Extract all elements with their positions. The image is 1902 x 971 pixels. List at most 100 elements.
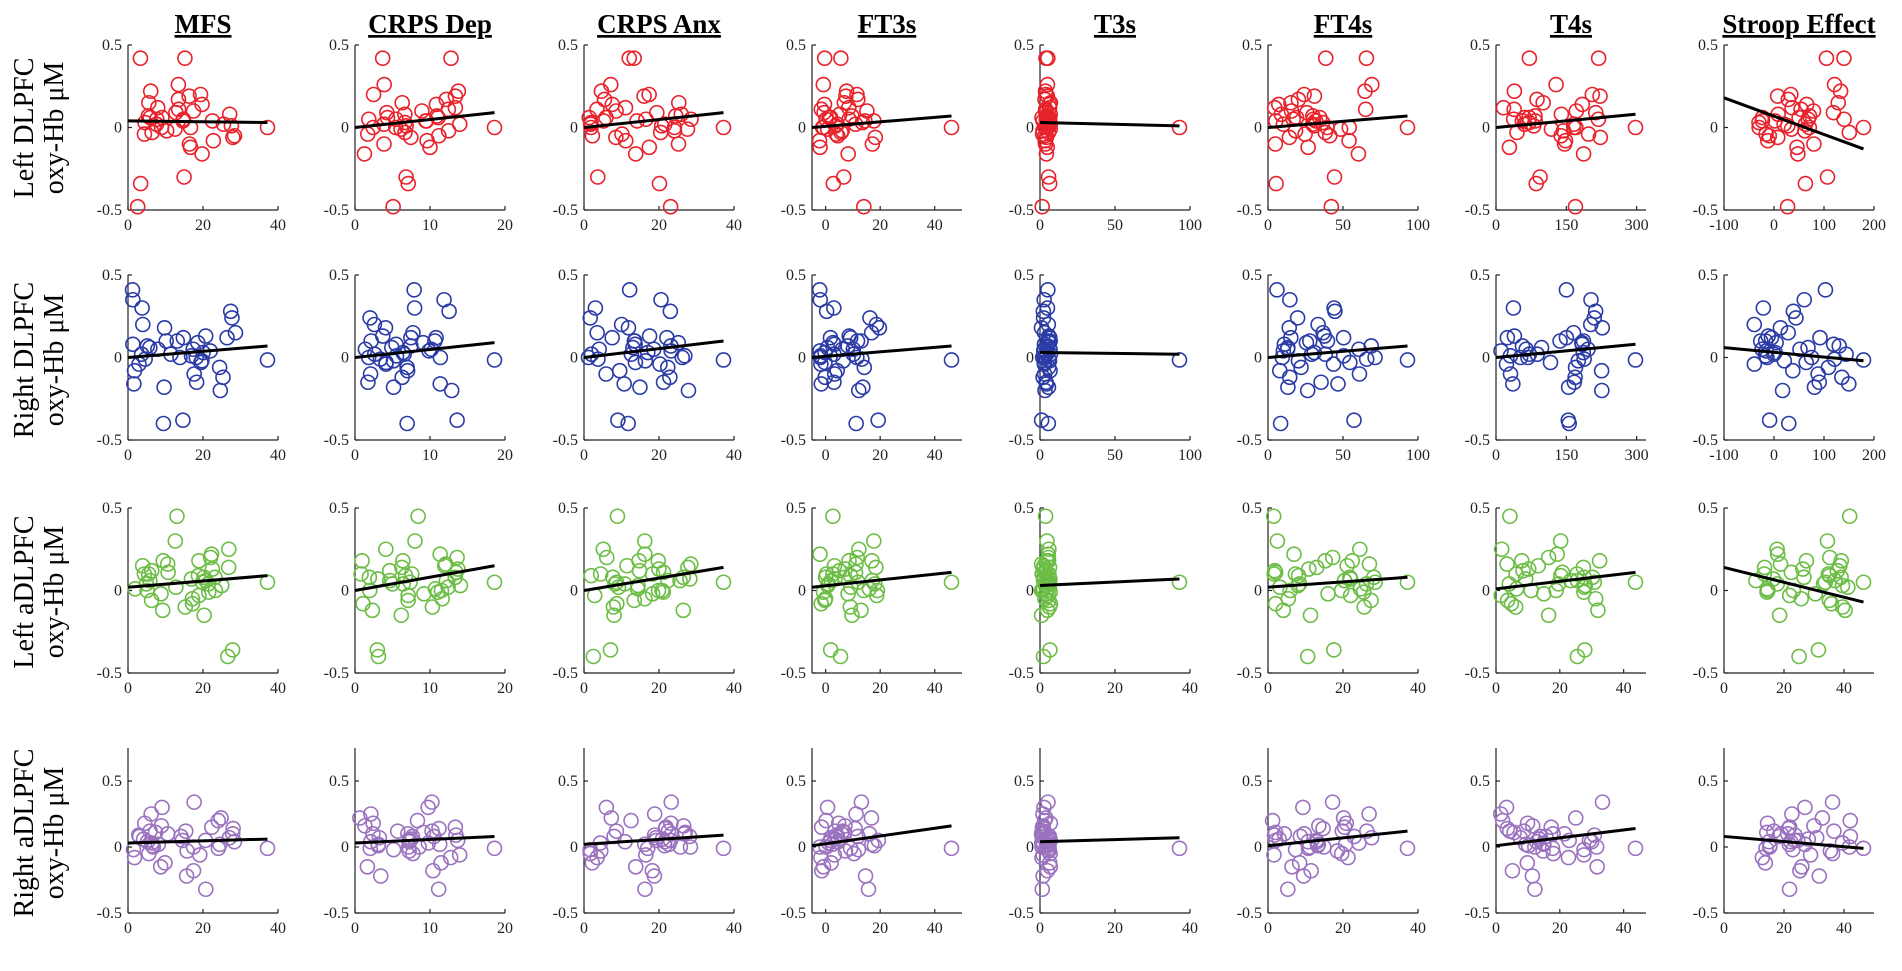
x-tick-label: 0: [1036, 680, 1044, 697]
data-point: [851, 541, 867, 558]
data-point: [595, 541, 612, 558]
y-tick-label: -0.5: [97, 202, 122, 219]
y-tick-label: -0.5: [97, 432, 122, 449]
x-tick-label: 40: [1616, 920, 1632, 937]
data-point: [447, 819, 464, 836]
data-point: [400, 592, 416, 609]
data-point: [1286, 546, 1302, 563]
data-point: [1780, 324, 1797, 341]
data-point: [1034, 881, 1051, 898]
data-point: [644, 862, 661, 879]
data-point: [379, 104, 395, 121]
x-tick-label: 100: [1178, 447, 1202, 464]
data-point: [1267, 564, 1284, 581]
data-point: [447, 99, 464, 116]
data-point: [1502, 366, 1519, 382]
data-point: [1499, 556, 1515, 572]
data-point: [1524, 868, 1541, 884]
y-tick-label: -0.5: [781, 665, 806, 682]
data-point: [1814, 810, 1831, 826]
data-point: [1280, 881, 1296, 898]
data-point: [675, 569, 692, 586]
data-point: [598, 366, 614, 382]
data-point: [840, 585, 856, 602]
row-label-line1: Right aDLPFC: [9, 749, 40, 918]
data-point: [1040, 587, 1057, 604]
data-point: [1399, 352, 1416, 368]
data-point: [1779, 198, 1796, 215]
data-point: [389, 823, 406, 839]
y-tick-label: -0.5: [324, 432, 349, 449]
data-point: [186, 794, 202, 810]
data-point: [677, 348, 693, 364]
x-tick-label: 40: [1182, 920, 1198, 937]
data-point: [1592, 88, 1608, 104]
x-tick-label: 40: [270, 447, 286, 464]
data-point: [662, 369, 678, 386]
data-point: [1302, 607, 1319, 624]
data-point: [192, 86, 209, 103]
data-point: [220, 541, 237, 558]
y-tick-label: 0.5: [1014, 267, 1034, 284]
data-point: [627, 146, 644, 162]
data-point: [394, 94, 410, 111]
data-point: [1543, 819, 1559, 836]
data-point: [1035, 113, 1051, 129]
data-point: [393, 607, 410, 624]
data-point: [1271, 362, 1288, 379]
column-title: Stroop Effect: [1722, 9, 1875, 39]
y-tick-label: 0: [570, 839, 578, 856]
y-tick-label: 0: [1710, 120, 1718, 137]
data-point: [1326, 642, 1342, 658]
data-point: [443, 382, 460, 399]
x-tick-label: 40: [927, 680, 943, 697]
y-tick-label: 0: [1254, 839, 1262, 856]
regression-line: [811, 824, 952, 848]
data-point: [1038, 146, 1055, 162]
data-point: [1509, 124, 1525, 141]
data-point: [134, 316, 151, 333]
data-point: [1567, 369, 1583, 386]
data-point: [1823, 595, 1840, 612]
data-point: [822, 642, 839, 658]
data-point: [1295, 799, 1311, 816]
data-point: [1790, 146, 1806, 162]
data-point: [1586, 310, 1603, 326]
x-tick-label: 0: [580, 920, 588, 937]
data-point: [157, 855, 173, 871]
data-point: [627, 858, 644, 875]
regression-line: [1495, 342, 1636, 359]
data-point: [196, 569, 212, 586]
data-point: [1291, 855, 1308, 871]
data-point: [385, 379, 402, 396]
regression-line: [1039, 351, 1180, 356]
data-point: [1806, 136, 1822, 152]
y-tick-label: -0.5: [553, 432, 578, 449]
data-point: [943, 840, 960, 857]
data-point: [850, 382, 867, 399]
y-tick-label: 0.5: [1242, 37, 1262, 54]
data-point: [609, 508, 626, 525]
data-point: [1812, 329, 1828, 346]
data-point: [1355, 584, 1372, 600]
data-point: [1297, 126, 1313, 142]
data-point: [1352, 541, 1368, 558]
data-point: [374, 328, 391, 344]
x-tick-label: 50: [1107, 447, 1123, 464]
data-point: [143, 592, 160, 609]
data-point: [818, 303, 835, 320]
data-point: [222, 303, 239, 320]
data-point: [1299, 648, 1316, 665]
x-tick-label: 40: [1616, 680, 1632, 697]
y-tick-label: 0.5: [786, 267, 806, 284]
data-point: [431, 127, 447, 144]
x-tick-label: 40: [726, 217, 742, 234]
data-point: [221, 829, 238, 846]
data-point: [406, 300, 423, 316]
data-point: [259, 574, 276, 591]
data-point: [1324, 549, 1341, 566]
y-tick-label: -0.5: [1465, 432, 1490, 449]
data-point: [427, 581, 444, 597]
y-tick-label: 0.5: [786, 773, 806, 790]
